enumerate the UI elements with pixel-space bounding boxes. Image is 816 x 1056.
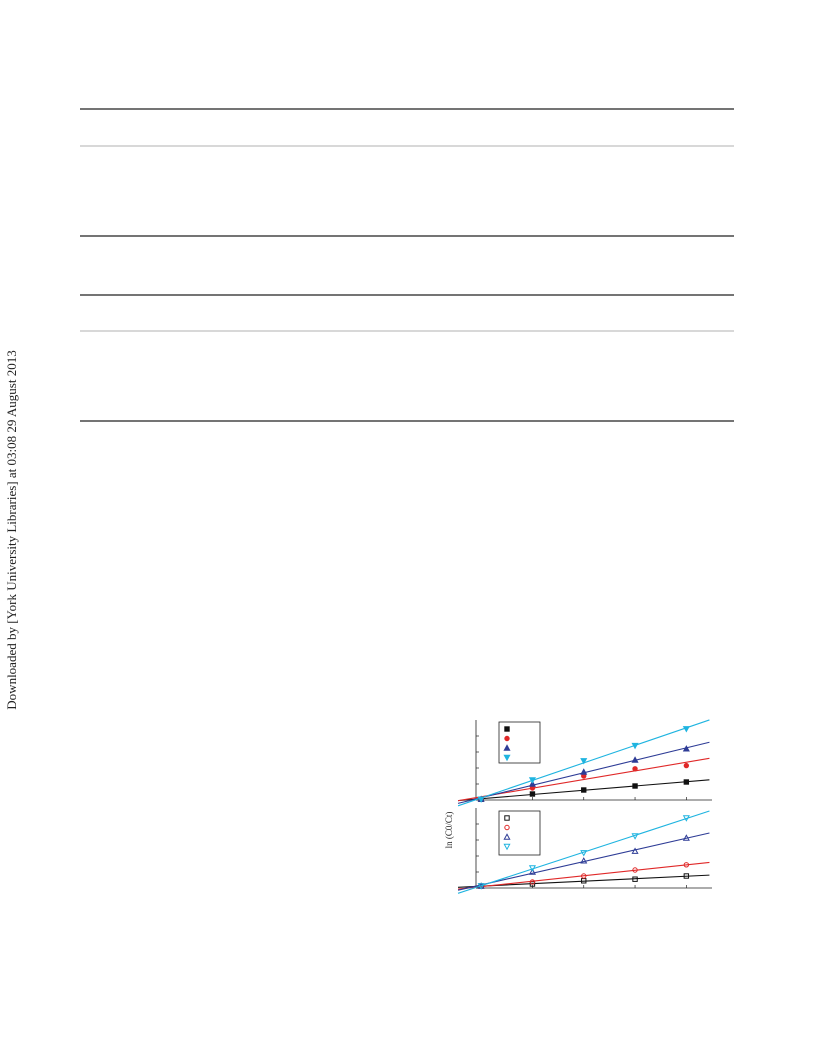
data-point — [683, 862, 690, 868]
data-point — [580, 758, 588, 765]
data-point — [631, 847, 639, 854]
data-point — [477, 883, 485, 890]
fit-line — [457, 861, 710, 890]
data-point — [528, 777, 536, 784]
fit-line — [457, 810, 710, 894]
legend-symbol — [503, 843, 511, 851]
data-point — [581, 873, 587, 879]
download-note: Downloaded by [York University Libraries… — [4, 350, 19, 709]
data-point — [529, 881, 536, 887]
legend-symbol — [503, 833, 511, 840]
data-point — [631, 833, 639, 840]
fit-line — [458, 874, 710, 888]
data-point — [528, 780, 536, 787]
y-axis-label: ln (C0/Ct) — [444, 812, 454, 849]
data-point — [683, 779, 690, 785]
data-point — [580, 850, 588, 857]
data-point — [580, 768, 588, 775]
data-point — [580, 857, 588, 864]
data-point — [528, 865, 536, 872]
data-point — [631, 742, 639, 750]
data-point — [477, 796, 485, 803]
data-point — [682, 726, 690, 733]
legend-symbol — [504, 824, 510, 831]
data-point — [682, 815, 690, 822]
legend-symbol — [503, 754, 511, 762]
data-point — [683, 762, 690, 769]
data-point — [528, 868, 536, 875]
data-point — [529, 879, 536, 885]
data-point — [682, 834, 690, 841]
data-point — [632, 876, 638, 882]
legend-symbol — [504, 735, 510, 742]
data-point — [683, 873, 690, 879]
legend-symbol — [504, 726, 510, 732]
data-point — [632, 766, 638, 772]
data-point — [631, 756, 639, 763]
data-point — [632, 867, 638, 873]
fit-line — [457, 832, 710, 891]
data-point — [632, 783, 638, 789]
data-point — [529, 791, 536, 797]
legend-symbol — [504, 815, 510, 821]
data-point — [581, 787, 587, 793]
data-point — [682, 745, 690, 752]
legend-symbol — [503, 744, 511, 751]
